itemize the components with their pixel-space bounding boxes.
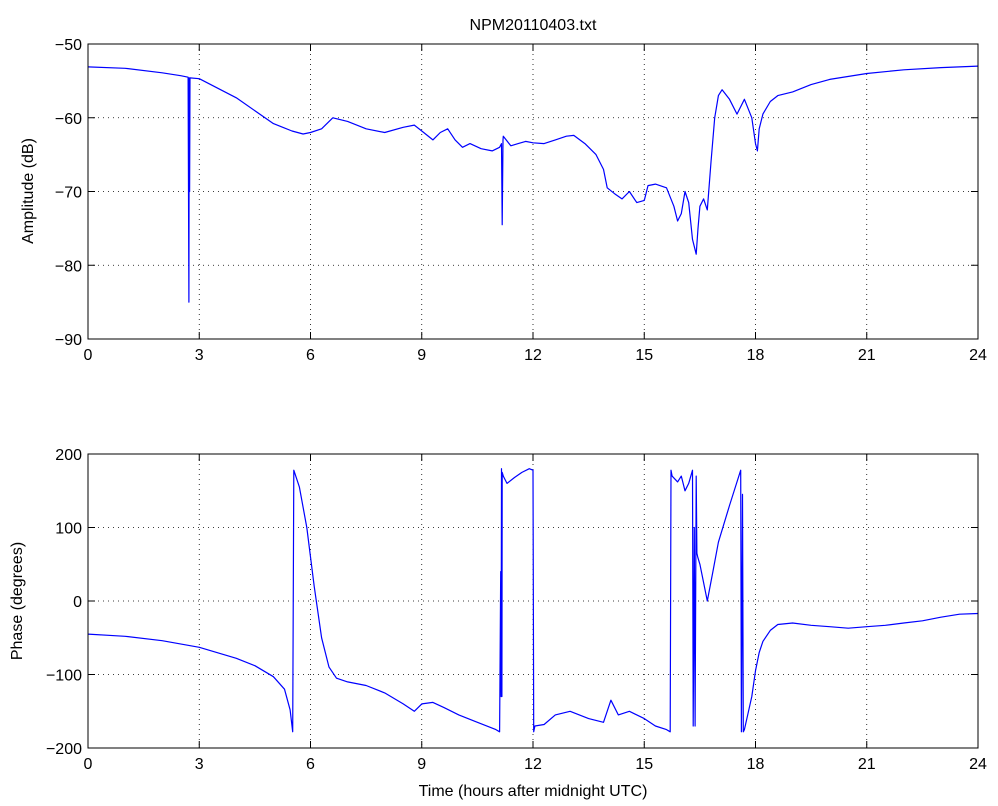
phase-ticks: 0 3 6 9 12 15 18 21 24 −200 −100 0 100 200 — [46, 447, 987, 773]
amplitude-x-tick-label: 21 — [858, 347, 876, 364]
amplitude-x-tick-label: 9 — [417, 347, 426, 364]
phase-y-tick-label: 200 — [55, 447, 82, 464]
chart-title: NPM20110403.txt — [470, 17, 597, 34]
amplitude-x-tick-label: 24 — [969, 347, 987, 364]
phase-series-line — [88, 468, 978, 733]
phase-x-tick-label: 18 — [747, 756, 765, 773]
amplitude-y-tick-label: −50 — [55, 37, 82, 54]
amplitude-y-tick-label: −70 — [55, 185, 82, 202]
phase-x-tick-label: 24 — [969, 756, 987, 773]
phase-x-tick-label: 12 — [524, 756, 542, 773]
amplitude-y-tick-label: −80 — [55, 258, 82, 275]
amplitude-grid — [88, 44, 978, 339]
amplitude-y-tick-label: −90 — [55, 332, 82, 349]
phase-y-tick-label: 100 — [55, 521, 82, 538]
amplitude-x-tick-label: 15 — [635, 347, 653, 364]
phase-x-tick-label: 6 — [306, 756, 315, 773]
amplitude-x-tick-label: 0 — [84, 347, 93, 364]
phase-x-tick-label: 21 — [858, 756, 876, 773]
amplitude-x-tick-label: 18 — [747, 347, 765, 364]
phase-y-tick-label: −100 — [46, 668, 82, 685]
amplitude-y-tick-label: −60 — [55, 111, 82, 128]
amplitude-panel: NPM20110403.txt 0 3 6 9 12 15 18 21 24 −90 −80 −70 −… — [20, 17, 987, 364]
phase-y-tick-label: −200 — [46, 741, 82, 758]
amplitude-x-tick-label: 3 — [195, 347, 204, 364]
amplitude-series-line — [88, 65, 978, 303]
phase-panel: 0 3 6 9 12 15 18 21 24 −200 −100 0 100 200 Phase (deg… — [9, 447, 987, 800]
x-axis-label: Time (hours after midnight UTC) — [419, 783, 648, 800]
phase-x-tick-label: 9 — [417, 756, 426, 773]
phase-y-axis-label: Phase (degrees) — [9, 542, 26, 660]
amplitude-y-axis-label: Amplitude (dB) — [20, 138, 37, 244]
amplitude-x-tick-label: 12 — [524, 347, 542, 364]
amplitude-x-tick-label: 6 — [306, 347, 315, 364]
phase-y-tick-label: 0 — [73, 594, 82, 611]
phase-x-tick-label: 3 — [195, 756, 204, 773]
amplitude-ticks: 0 3 6 9 12 15 18 21 24 −90 −80 −70 −60 −50 — [55, 37, 987, 364]
phase-x-tick-label: 15 — [635, 756, 653, 773]
phase-x-tick-label: 0 — [84, 756, 93, 773]
